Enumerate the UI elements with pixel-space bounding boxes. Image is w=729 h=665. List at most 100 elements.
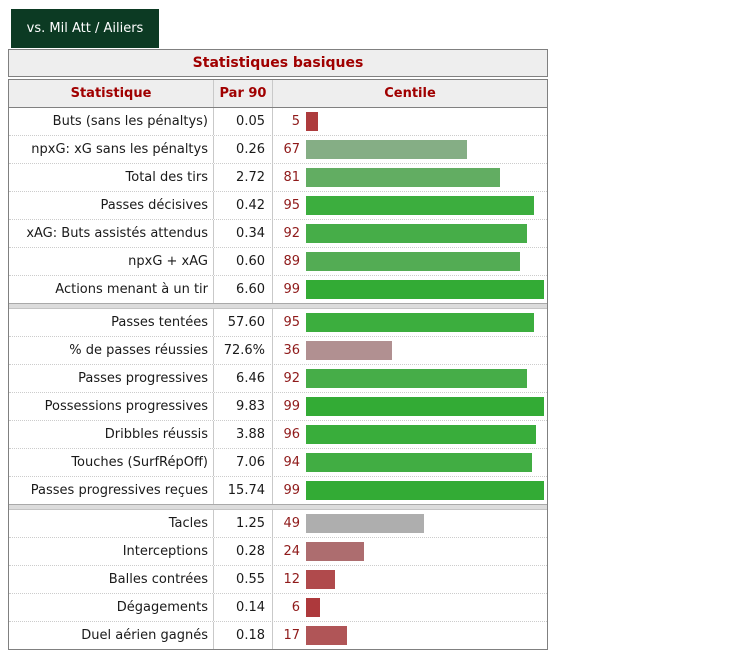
table-grid: Statistique Par 90 Centile Buts (sans le…	[8, 79, 548, 650]
percentile-bar	[306, 196, 534, 215]
tab-vs-position[interactable]: vs. Mil Att / Ailiers	[11, 9, 159, 48]
stat-centile-cell: 24	[272, 538, 547, 565]
stat-per90-value: 9.83	[213, 393, 272, 420]
table-row: Passes décisives 0.42 95	[9, 191, 547, 219]
percentile-bar-track	[306, 397, 546, 416]
stat-centile-cell: 99	[272, 477, 547, 504]
percentile-bar	[306, 341, 393, 360]
percentile-bar	[306, 481, 544, 500]
stat-name: Total des tirs	[125, 170, 208, 185]
stat-name: npxG + xAG	[128, 254, 208, 269]
column-header-par90: Par 90	[213, 80, 272, 107]
table-row: Tacles 1.25 49	[9, 510, 547, 537]
stat-per90-value: 1.25	[213, 510, 272, 537]
stat-per90-value: 6.60	[213, 276, 272, 303]
percentile-number: 49	[283, 516, 300, 531]
percentile-number: 94	[283, 455, 300, 470]
percentile-number: 36	[283, 343, 300, 358]
stat-centile-cell: 49	[272, 510, 547, 537]
stat-name: Duel aérien gagnés	[81, 628, 208, 643]
stat-per90-value: 0.14	[213, 594, 272, 621]
percentile-number: 24	[283, 544, 300, 559]
percentile-bar-track	[306, 514, 546, 533]
stat-centile-cell: 95	[272, 192, 547, 219]
table-row: Possessions progressives 9.83 99	[9, 392, 547, 420]
stat-centile-cell: 17	[272, 622, 547, 649]
stat-per90-value: 6.46	[213, 365, 272, 392]
stat-centile-cell: 6	[272, 594, 547, 621]
table-row: Interceptions 0.28 24	[9, 537, 547, 565]
percentile-bar-track	[306, 224, 546, 243]
table-row: Dégagements 0.14 6	[9, 593, 547, 621]
stat-per90-value: 72.6%	[213, 337, 272, 364]
table-row: % de passes réussies 72.6% 36	[9, 336, 547, 364]
percentile-bar-track	[306, 369, 546, 388]
percentile-number: 12	[283, 572, 300, 587]
percentile-number: 6	[291, 600, 300, 615]
percentile-bar	[306, 453, 532, 472]
stat-per90-value: 0.05	[213, 108, 272, 135]
percentile-number: 5	[291, 114, 300, 129]
stat-centile-cell: 5	[272, 108, 547, 135]
table-row: xAG: Buts assistés attendus 0.34 92	[9, 219, 547, 247]
table-row: Passes tentées 57.60 95	[9, 309, 547, 336]
percentile-bar-track	[306, 313, 546, 332]
stat-per90-value: 0.26	[213, 136, 272, 163]
stat-name: Passes progressives	[78, 371, 208, 386]
percentile-bar-track	[306, 280, 546, 299]
stat-name: % de passes réussies	[69, 343, 208, 358]
stat-centile-cell: 95	[272, 309, 547, 336]
stat-centile-cell: 36	[272, 337, 547, 364]
percentile-bar	[306, 252, 520, 271]
stat-name: Passes décisives	[100, 198, 208, 213]
stat-centile-cell: 99	[272, 393, 547, 420]
stat-per90-value: 0.18	[213, 622, 272, 649]
stat-name: Balles contrées	[108, 572, 208, 587]
percentile-bar-track	[306, 626, 546, 645]
stat-name: npxG: xG sans les pénaltys	[31, 142, 208, 157]
stat-per90-value: 0.42	[213, 192, 272, 219]
section-separator	[9, 504, 547, 510]
stat-centile-cell: 12	[272, 566, 547, 593]
table-row: Actions menant à un tir 6.60 99	[9, 275, 547, 303]
percentile-bar	[306, 369, 527, 388]
percentile-bar	[306, 626, 347, 645]
stat-name: Possessions progressives	[44, 399, 208, 414]
stat-centile-cell: 99	[272, 276, 547, 303]
stat-name: Tacles	[168, 516, 208, 531]
percentile-bar	[306, 514, 424, 533]
table-row: Dribbles réussis 3.88 96	[9, 420, 547, 448]
percentile-bar-track	[306, 341, 546, 360]
section-separator	[9, 303, 547, 309]
stat-centile-cell: 92	[272, 220, 547, 247]
percentile-bar-track	[306, 425, 546, 444]
stat-per90-value: 0.55	[213, 566, 272, 593]
percentile-bar-track	[306, 112, 546, 131]
stat-name: Dégagements	[116, 600, 208, 615]
percentile-number: 92	[283, 371, 300, 386]
table-caption-text: Statistiques basiques	[192, 55, 364, 71]
table-body: Buts (sans les pénaltys) 0.05 5 npxG: xG sa…	[9, 108, 547, 649]
tab-label: vs. Mil Att / Ailiers	[26, 21, 144, 36]
percentile-bar	[306, 425, 537, 444]
stat-name: Dribbles réussis	[104, 427, 208, 442]
percentile-number: 95	[283, 315, 300, 330]
stat-name: Passes progressives reçues	[30, 483, 208, 498]
stat-name: Touches (SurfRépOff)	[71, 455, 208, 470]
stat-per90-value: 7.06	[213, 449, 272, 476]
percentile-bar	[306, 280, 544, 299]
percentile-bar	[306, 224, 527, 243]
percentile-number: 95	[283, 198, 300, 213]
percentile-bar-track	[306, 252, 546, 271]
percentile-number: 67	[283, 142, 300, 157]
percentile-number: 99	[283, 399, 300, 414]
stat-name: Buts (sans les pénaltys)	[52, 114, 208, 129]
stat-per90-value: 0.60	[213, 248, 272, 275]
table-header-row: Statistique Par 90 Centile	[9, 80, 547, 108]
column-header-centile: Centile	[272, 80, 547, 107]
percentile-bar-track	[306, 598, 546, 617]
table-row: Touches (SurfRépOff) 7.06 94	[9, 448, 547, 476]
percentile-bar-track	[306, 453, 546, 472]
percentile-number: 99	[283, 483, 300, 498]
